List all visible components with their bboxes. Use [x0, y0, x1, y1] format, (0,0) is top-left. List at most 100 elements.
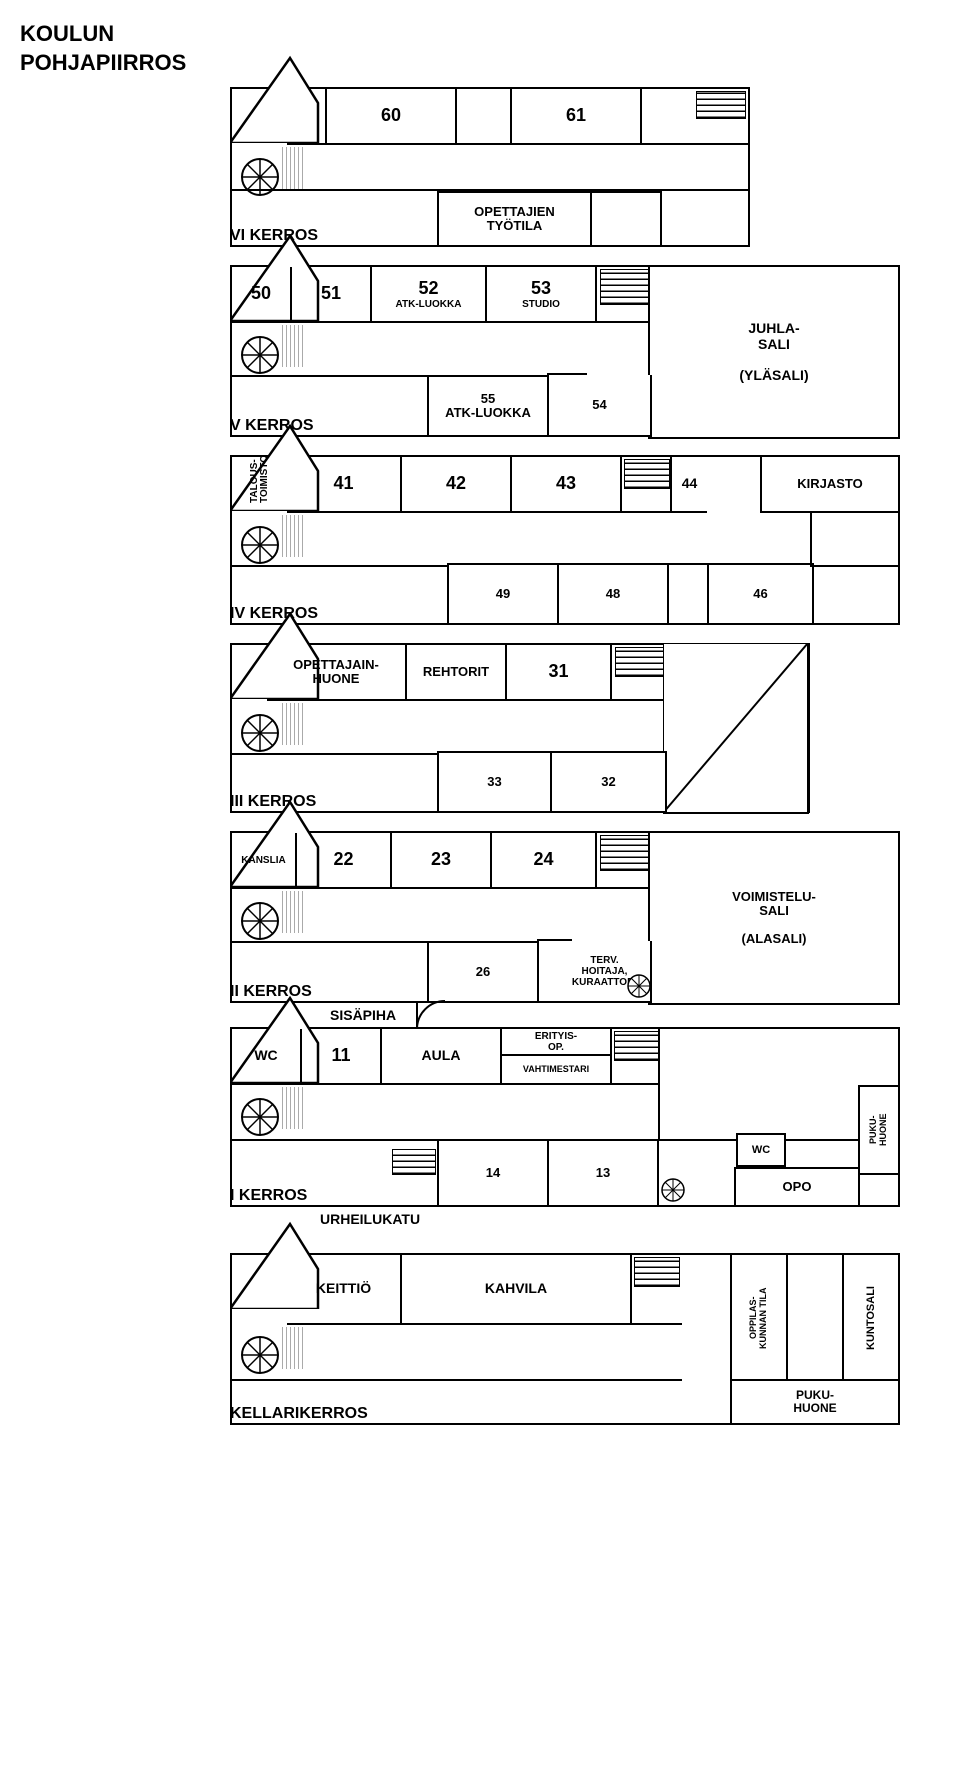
iv-room-46: 46 — [707, 563, 814, 625]
ii-room-24: 24 — [492, 833, 597, 887]
floor-v: 50 51 52ATK-LUOKKA 53STUDIO JUHLA-SALI(Y… — [230, 265, 940, 437]
kellari-kahvila: KAHVILA — [402, 1255, 632, 1323]
ii-room-23: 23 — [392, 833, 492, 887]
floor-iii: OPETTAJAIN-HUONE REHTORIT 31 33 32 III K… — [230, 643, 940, 813]
v-room-50: 50 — [232, 267, 292, 321]
vi-room-end — [642, 89, 697, 143]
ii-voimistelusali: VOIMISTELU-SALI(ALASALI) — [648, 831, 900, 1005]
floor-i: SISÄPIHA WC 11 AULA ERITYIS- OP. VAHTIME… — [230, 1027, 940, 1207]
vi-upper-row: 60 61 — [287, 89, 748, 145]
iv-room-blank — [667, 563, 709, 625]
v-upper-row: 50 51 52ATK-LUOKKA 53STUDIO — [232, 267, 652, 323]
iv-room-42: 42 — [402, 457, 512, 511]
kellari-oppilaskunnan: OPPILAS- KUNNAN TILA — [730, 1253, 788, 1383]
floor-iii-plan: OPETTAJAIN-HUONE REHTORIT 31 33 32 — [230, 643, 810, 813]
spiral-stair-icon — [240, 335, 280, 375]
i-aula: AULA — [382, 1029, 502, 1083]
v-room-53: 53STUDIO — [487, 267, 597, 321]
v-juhlasali: JUHLA-SALI(YLÄSALI) — [648, 265, 900, 439]
spiral-stair-icon — [240, 157, 280, 197]
floor-ii: KANSLIA 22 23 24 VOIMISTELU-SALI(ALASALI… — [230, 831, 940, 1003]
floor-v-plan: 50 51 52ATK-LUOKKA 53STUDIO JUHLA-SALI(Y… — [230, 265, 900, 437]
spiral-stair-icon — [240, 1335, 280, 1375]
floor-kellari-label: KELLARIKERROS — [230, 1405, 368, 1423]
vi-room-61: 61 — [512, 89, 642, 143]
iv-room-43: 43 — [512, 457, 622, 511]
vi-room-blank1 — [287, 89, 327, 143]
stairs-dotted-icon — [282, 891, 304, 933]
stairs-dotted-icon — [282, 515, 304, 557]
ii-room-22: 22 — [297, 833, 392, 887]
floor-iv: TALOUS-TOIMISTO 41 42 43 44 KIRJASTO 49 … — [230, 455, 940, 625]
i-erityis-vahti: ERITYIS- OP. VAHTIMESTARI — [502, 1029, 612, 1083]
floor-kellari: KEITTIÖ KAHVILA OPPILAS- KUNNAN TILA KUN… — [230, 1253, 940, 1425]
stairs-icon — [614, 1031, 660, 1061]
door-arc-icon — [412, 999, 452, 1031]
kellari-keittio: KEITTIÖ — [287, 1255, 402, 1323]
triangle-roof-icon — [663, 643, 810, 815]
floor-kellari-plan: KEITTIÖ KAHVILA OPPILAS- KUNNAN TILA KUN… — [230, 1253, 900, 1425]
iii-room-32: 32 — [550, 751, 667, 813]
iv-room-48: 48 — [557, 563, 669, 625]
iv-kirjasto: KIRJASTO — [760, 455, 900, 513]
iv-room-49: 49 — [447, 563, 559, 625]
vi-lower-blank — [590, 191, 662, 247]
iii-rehtorit: REHTORIT — [407, 645, 507, 699]
page-title: KOULUN POHJAPIIRROS — [20, 20, 940, 77]
floor-vi-plan: 60 61 OPETTAJIENTYÖTILA — [230, 87, 750, 247]
i-pukuhuone: PUKU- HUONE — [858, 1085, 900, 1175]
title-line2: POHJAPIIRROS — [20, 50, 186, 75]
v-room-52: 52ATK-LUOKKA — [372, 267, 487, 321]
stairs-dotted-icon — [282, 325, 304, 367]
spiral-stair-icon — [240, 525, 280, 565]
stairs-icon — [392, 1149, 436, 1175]
floor-i-label: I KERROS — [230, 1187, 307, 1205]
i-wc-right: WC — [736, 1133, 786, 1167]
i-opo: OPO — [734, 1167, 860, 1207]
floor-vi: 60 61 OPETTAJIENTYÖTILA VI KERROS — [230, 87, 940, 247]
title-line1: KOULUN — [20, 21, 114, 46]
v-room-55: 55ATK-LUOKKA — [427, 375, 549, 437]
stairs-icon — [600, 835, 650, 871]
i-room-14: 14 — [437, 1139, 549, 1207]
vi-opettajien-tyotila: OPETTAJIENTYÖTILA — [437, 191, 592, 247]
i-room-11: 11 — [302, 1029, 382, 1083]
stairs-dotted-icon — [282, 703, 304, 745]
iv-room-44: 44 — [672, 457, 707, 511]
spiral-stair-icon — [240, 713, 280, 753]
ii-kanslia: KANSLIA — [232, 833, 297, 887]
i-urheilukatu-label: URHEILUKATU — [320, 1211, 420, 1227]
stairs-icon — [624, 459, 670, 489]
stairs-dotted-icon — [282, 1327, 304, 1369]
i-upper-row: WC 11 AULA ERITYIS- OP. VAHTIMESTARI — [232, 1029, 662, 1085]
iii-opettajainhuone: OPETTAJAIN-HUONE — [267, 645, 407, 699]
stairs-icon — [615, 647, 665, 677]
kellari-right-mid — [786, 1253, 844, 1383]
iv-room-41: 41 — [287, 457, 402, 511]
i-sisapiha-label: SISÄPIHA — [330, 1007, 396, 1023]
vi-room-60: 60 — [327, 89, 457, 143]
floor-i-plan: WC 11 AULA ERITYIS- OP. VAHTIMESTARI WC … — [230, 1027, 900, 1207]
i-room-13: 13 — [547, 1139, 659, 1207]
spiral-stair-icon — [240, 901, 280, 941]
ii-upper-row: KANSLIA 22 23 24 — [232, 833, 652, 889]
stairs-icon — [634, 1257, 680, 1287]
iv-taloustoimisto: TALOUS-TOIMISTO — [250, 455, 270, 503]
v-room-51: 51 — [292, 267, 372, 321]
stairs-dotted-icon — [282, 147, 304, 189]
kellari-upper-row: KEITTIÖ KAHVILA — [287, 1255, 682, 1325]
spiral-small-icon — [626, 973, 652, 999]
i-wc: WC — [232, 1029, 302, 1083]
iii-room-31: 31 — [507, 645, 612, 699]
spiral-small-icon — [660, 1177, 686, 1203]
vi-room-gap — [457, 89, 512, 143]
ii-room-26: 26 — [427, 941, 539, 1003]
iii-room-33: 33 — [437, 751, 552, 813]
stairs-icon — [600, 269, 650, 305]
floors-container: 60 61 OPETTAJIENTYÖTILA VI KERROS 50 51 … — [20, 87, 940, 1425]
spiral-stair-icon — [240, 1097, 280, 1137]
floor-ii-plan: KANSLIA 22 23 24 VOIMISTELU-SALI(ALASALI… — [230, 831, 900, 1003]
floor-iv-plan: TALOUS-TOIMISTO 41 42 43 44 KIRJASTO 49 … — [230, 455, 900, 625]
iii-upper-row: OPETTAJAIN-HUONE REHTORIT 31 — [267, 645, 667, 701]
kellari-pukuhuone: PUKU- HUONE — [730, 1379, 900, 1425]
